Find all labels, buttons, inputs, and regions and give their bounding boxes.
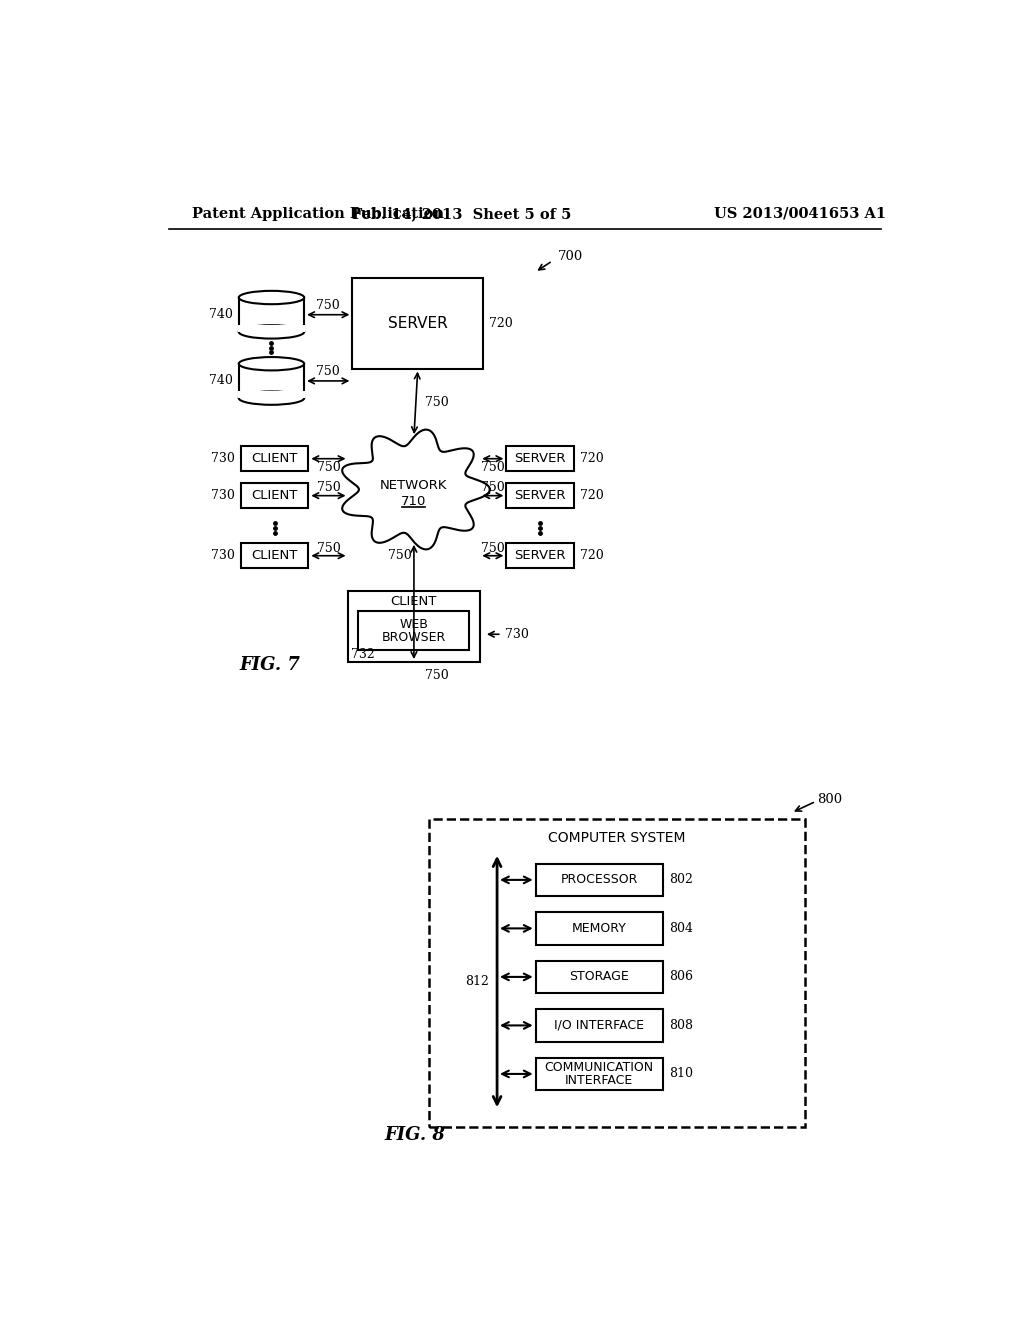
Text: 812: 812 — [466, 975, 489, 989]
FancyBboxPatch shape — [241, 483, 308, 508]
Text: 720: 720 — [581, 453, 604, 465]
Text: 750: 750 — [316, 541, 340, 554]
FancyBboxPatch shape — [536, 863, 663, 896]
FancyBboxPatch shape — [239, 364, 304, 399]
Text: CLIENT: CLIENT — [251, 490, 298, 502]
FancyBboxPatch shape — [241, 544, 308, 568]
Ellipse shape — [239, 290, 304, 304]
Text: COMPUTER SYSTEM: COMPUTER SYSTEM — [549, 830, 686, 845]
Text: CLIENT: CLIENT — [391, 595, 437, 609]
Text: 730: 730 — [211, 549, 234, 562]
Text: 750: 750 — [388, 549, 412, 562]
Text: 730: 730 — [505, 628, 528, 640]
FancyBboxPatch shape — [536, 912, 663, 945]
Text: 806: 806 — [669, 970, 693, 983]
Text: 804: 804 — [669, 921, 693, 935]
Text: SERVER: SERVER — [388, 315, 447, 331]
Text: 720: 720 — [581, 490, 604, 502]
FancyBboxPatch shape — [238, 325, 305, 331]
Text: BROWSER: BROWSER — [382, 631, 446, 644]
Text: Patent Application Publication: Patent Application Publication — [193, 207, 444, 220]
Text: I/O INTERFACE: I/O INTERFACE — [554, 1019, 644, 1032]
Text: CLIENT: CLIENT — [251, 453, 298, 465]
Text: STORAGE: STORAGE — [569, 970, 629, 983]
Text: SERVER: SERVER — [514, 549, 566, 562]
Polygon shape — [342, 429, 489, 549]
Text: CLIENT: CLIENT — [251, 549, 298, 562]
Text: 750: 750 — [481, 482, 505, 495]
Text: SERVER: SERVER — [514, 453, 566, 465]
Text: COMMUNICATION: COMMUNICATION — [545, 1061, 653, 1074]
Text: 730: 730 — [211, 490, 234, 502]
Text: 750: 750 — [316, 482, 340, 495]
FancyBboxPatch shape — [239, 297, 304, 331]
Text: 810: 810 — [669, 1068, 693, 1081]
Text: SERVER: SERVER — [514, 490, 566, 502]
Text: 750: 750 — [481, 462, 505, 474]
FancyBboxPatch shape — [506, 446, 574, 471]
Text: FIG. 8: FIG. 8 — [385, 1126, 445, 1143]
Text: FIG. 7: FIG. 7 — [240, 656, 301, 675]
FancyBboxPatch shape — [352, 277, 483, 368]
Text: 750: 750 — [316, 298, 340, 312]
Text: MEMORY: MEMORY — [571, 921, 627, 935]
Text: 750: 750 — [316, 366, 340, 379]
Text: 710: 710 — [401, 495, 427, 508]
Text: INTERFACE: INTERFACE — [565, 1074, 633, 1088]
Text: 732: 732 — [351, 648, 375, 661]
FancyBboxPatch shape — [536, 961, 663, 993]
Text: 750: 750 — [425, 396, 449, 409]
Text: 750: 750 — [481, 541, 505, 554]
Text: US 2013/0041653 A1: US 2013/0041653 A1 — [715, 207, 887, 220]
Text: 720: 720 — [489, 317, 513, 330]
FancyBboxPatch shape — [238, 392, 305, 399]
Text: 808: 808 — [669, 1019, 693, 1032]
FancyBboxPatch shape — [358, 611, 469, 649]
Text: PROCESSOR: PROCESSOR — [560, 874, 638, 887]
Text: 720: 720 — [581, 549, 604, 562]
Text: NETWORK: NETWORK — [380, 479, 447, 492]
FancyBboxPatch shape — [536, 1057, 663, 1090]
Text: 730: 730 — [211, 453, 234, 465]
Text: Feb. 14, 2013  Sheet 5 of 5: Feb. 14, 2013 Sheet 5 of 5 — [352, 207, 571, 220]
Text: 700: 700 — [558, 251, 583, 264]
Ellipse shape — [239, 358, 304, 371]
FancyBboxPatch shape — [241, 446, 308, 471]
FancyBboxPatch shape — [506, 483, 574, 508]
Ellipse shape — [239, 325, 304, 339]
FancyBboxPatch shape — [348, 591, 480, 663]
Text: 802: 802 — [669, 874, 692, 887]
Text: 750: 750 — [425, 669, 449, 682]
FancyBboxPatch shape — [429, 818, 805, 1127]
Text: 740: 740 — [209, 375, 232, 388]
Text: 750: 750 — [316, 462, 340, 474]
Text: 800: 800 — [817, 792, 843, 805]
Text: WEB: WEB — [399, 618, 428, 631]
FancyBboxPatch shape — [506, 544, 574, 568]
Ellipse shape — [239, 392, 304, 405]
FancyBboxPatch shape — [536, 1010, 663, 1041]
Text: 740: 740 — [209, 308, 232, 321]
